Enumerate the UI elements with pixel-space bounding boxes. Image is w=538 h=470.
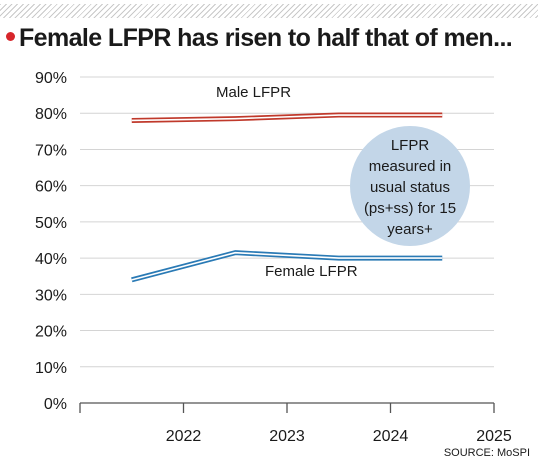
- series-line-highlight: [131, 114, 443, 122]
- annotation-text-line: years+: [387, 221, 433, 238]
- header-hatch-band: [0, 4, 538, 18]
- x-tick-label: 2024: [373, 428, 409, 445]
- x-tick-label: 2022: [166, 428, 202, 445]
- male-series-label: Male LFPR: [216, 84, 291, 101]
- x-tick-label: 2025: [476, 428, 512, 445]
- y-axis-ticks: 0% 10% 20% 30% 40% 50% 60% 70% 80% 90%: [35, 70, 67, 413]
- y-tick-label: 0%: [44, 396, 67, 413]
- y-tick-label: 60%: [35, 179, 67, 196]
- annotation-text-line: LFPR: [391, 137, 430, 154]
- source-note: SOURCE: MoSPI: [443, 447, 530, 459]
- annotation-bubble: LFPR measured in usual status (ps+ss) for 1…: [350, 126, 470, 246]
- series-labels: Male LFPR Female LFPR: [216, 84, 358, 280]
- annotation-circle: [350, 126, 470, 246]
- series-line-highlight: [131, 251, 443, 281]
- annotation-text-line: (ps+ss) for 15: [364, 200, 456, 217]
- annotation-text-line: usual status: [370, 179, 450, 196]
- series-lines: [131, 112, 443, 283]
- y-tick-label: 20%: [35, 324, 67, 341]
- y-tick-label: 80%: [35, 106, 67, 123]
- headline-text: Female LFPR has risen to half that of me…: [19, 24, 513, 52]
- annotation-text-line: measured in: [369, 158, 452, 175]
- y-tick-label: 90%: [35, 70, 67, 87]
- y-tick-label: 40%: [35, 251, 67, 268]
- y-tick-label: 30%: [35, 287, 67, 304]
- bullet-dot-icon: [6, 32, 15, 41]
- x-axis: 2022 2023 2024 2025: [79, 402, 512, 445]
- y-tick-label: 50%: [35, 215, 67, 232]
- x-tick-label: 2023: [269, 428, 305, 445]
- y-tick-label: 10%: [35, 360, 67, 377]
- female-series-label: Female LFPR: [265, 263, 358, 280]
- headline: Female LFPR has risen to half that of me…: [6, 24, 513, 53]
- y-tick-label: 70%: [35, 142, 67, 159]
